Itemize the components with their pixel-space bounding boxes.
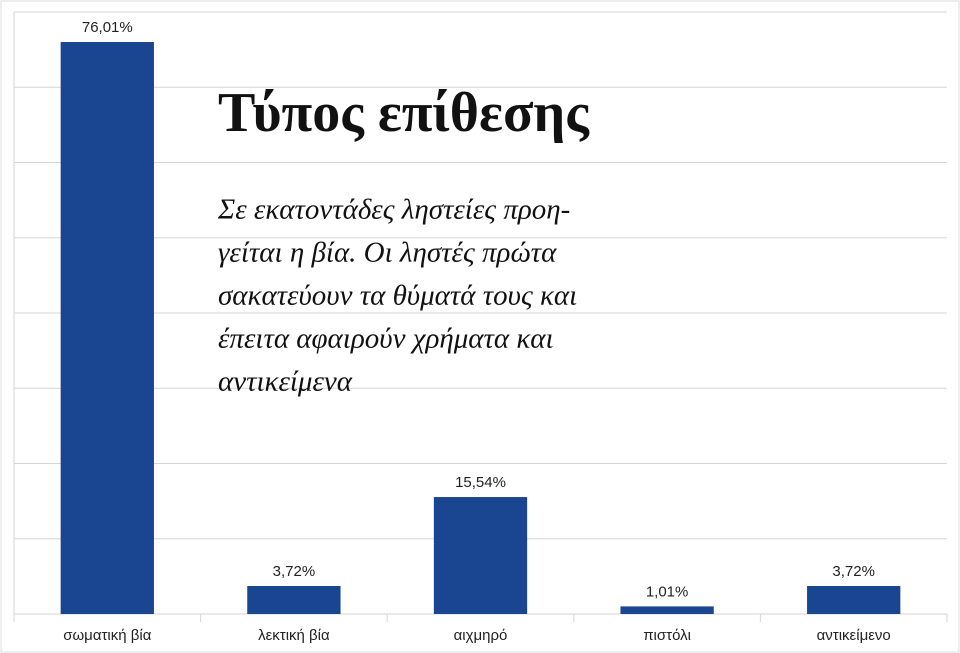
subtitle-line: αντικείμενα — [218, 366, 353, 398]
subtitle-line: σακατεύουν τα θύματά τους και — [218, 280, 577, 312]
value-label: 15,54% — [455, 474, 506, 491]
value-label: 1,01% — [646, 583, 689, 600]
bar — [807, 586, 901, 614]
subtitle-line: έπειτα αφαιρούν χρήματα και — [218, 323, 554, 355]
bar — [433, 497, 528, 614]
x-tick-label: αντικείμενο — [817, 627, 891, 644]
bar — [620, 606, 714, 614]
chart-title: Τύπος επίθεσης — [218, 82, 590, 144]
value-label: 76,01% — [82, 19, 133, 36]
subtitle-line: Σε εκατοντάδες ληστείες προη- — [217, 194, 570, 226]
x-tick-label: λεκτική βία — [258, 627, 330, 644]
bar — [247, 586, 341, 614]
subtitle-line: γείται η βία. Οι ληστές πρώτα — [218, 237, 557, 269]
x-tick-label: σωματική βία — [63, 627, 152, 644]
bar — [60, 42, 154, 614]
value-label: 3,72% — [273, 563, 316, 580]
x-tick-label: πιστόλι — [643, 627, 691, 644]
value-label: 3,72% — [832, 563, 875, 580]
x-tick-label: αιχμηρό — [454, 627, 508, 644]
